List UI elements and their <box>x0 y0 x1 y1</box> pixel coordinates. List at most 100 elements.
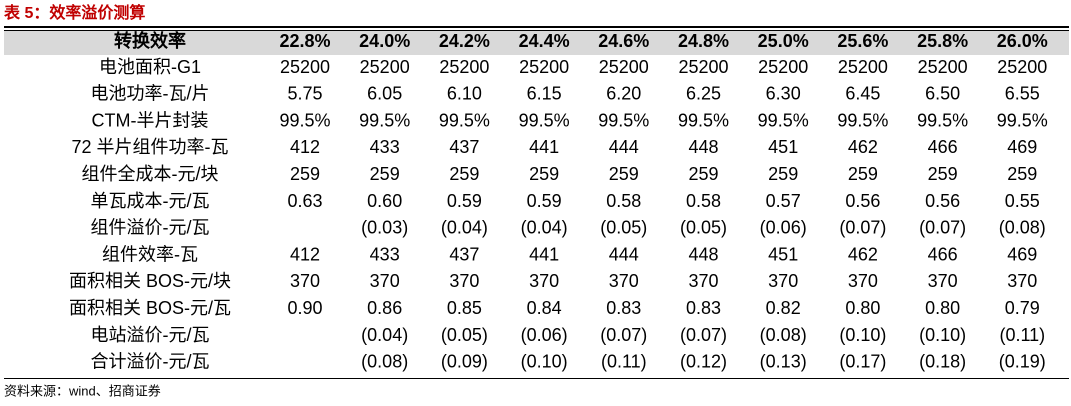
header-cell: 25.6% <box>837 31 888 51</box>
table-cell: 6.50 <box>925 84 960 104</box>
table-cell: 259 <box>449 164 479 184</box>
table-cell: 462 <box>848 244 878 264</box>
table-cell: (0.19) <box>999 352 1046 372</box>
table-cell: 6.10 <box>447 84 482 104</box>
row-label: 电站溢价-元/瓦 <box>91 325 210 345</box>
table-cell: 259 <box>688 164 718 184</box>
table-cell: (0.09) <box>441 352 488 372</box>
table-cell: 444 <box>609 137 639 157</box>
table-title: 表 5：效率溢价测算 <box>3 3 145 22</box>
table-cell: 6.20 <box>606 84 641 104</box>
table-cell: 25200 <box>838 57 888 77</box>
table-cell: 0.79 <box>1005 298 1040 318</box>
table-cell: (0.04) <box>361 325 408 345</box>
table-cell: 259 <box>848 164 878 184</box>
header-cell: 转换效率 <box>114 30 186 51</box>
table-cell: (0.07) <box>839 218 886 238</box>
table-cell: 370 <box>370 271 400 291</box>
table-cell: (0.07) <box>600 325 647 345</box>
table-cell: 0.83 <box>606 298 641 318</box>
table-cell: 370 <box>290 271 320 291</box>
table-cell: 99.5% <box>758 110 809 130</box>
table-cell: 99.5% <box>917 110 968 130</box>
table-cell: (0.08) <box>760 325 807 345</box>
table-cell: 370 <box>449 271 479 291</box>
table-cell: (0.04) <box>441 218 488 238</box>
row-label: 72 半片组件功率-瓦 <box>71 137 228 157</box>
table-cell: 0.60 <box>367 191 402 211</box>
table-cell: 259 <box>609 164 639 184</box>
table-cell: (0.05) <box>680 218 727 238</box>
header-cell: 26.0% <box>997 31 1048 51</box>
table-cell: (0.18) <box>919 352 966 372</box>
table-cell: 99.5% <box>279 110 330 130</box>
table-cell: 0.58 <box>686 191 721 211</box>
table-cell: 25200 <box>678 57 728 77</box>
table-cell: 370 <box>609 271 639 291</box>
table-cell: 370 <box>1007 271 1037 291</box>
table-cell: 99.5% <box>519 110 570 130</box>
table-cell: 6.30 <box>766 84 801 104</box>
table-cell: 0.82 <box>766 298 801 318</box>
table-cell: (0.11) <box>601 352 647 372</box>
table-cell: 99.5% <box>997 110 1048 130</box>
table-cell: 0.56 <box>925 191 960 211</box>
table-cell: 444 <box>609 244 639 264</box>
table-cell: (0.08) <box>361 352 408 372</box>
table-cell: 0.90 <box>287 298 322 318</box>
row-label: 组件效率-瓦 <box>102 244 198 264</box>
table-cell: 370 <box>848 271 878 291</box>
table-cell: 433 <box>370 137 400 157</box>
table-cell: 0.80 <box>845 298 880 318</box>
table-cell: 25200 <box>439 57 489 77</box>
table-cell: 437 <box>449 244 479 264</box>
table-cell: (0.12) <box>680 352 727 372</box>
table-cell: 25200 <box>599 57 649 77</box>
row-label: 电池面积-G1 <box>99 57 201 77</box>
table-cell: 0.56 <box>845 191 880 211</box>
header-cell: 24.0% <box>359 31 410 51</box>
header-background <box>4 30 1069 55</box>
table-cell: 259 <box>370 164 400 184</box>
header-cell: 24.2% <box>439 31 490 51</box>
table-cell: (0.17) <box>839 352 886 372</box>
table-cell: 0.59 <box>447 191 482 211</box>
table-cell: 0.86 <box>367 298 402 318</box>
table-cell: 466 <box>928 244 958 264</box>
table-cell: (0.11) <box>999 325 1045 345</box>
table-cell: 448 <box>688 244 718 264</box>
table-cell: (0.04) <box>521 218 568 238</box>
table-cell: 462 <box>848 137 878 157</box>
table-cell: 0.57 <box>766 191 801 211</box>
table-cell: (0.05) <box>441 325 488 345</box>
table-cell: 259 <box>290 164 320 184</box>
table-cell: 99.5% <box>439 110 490 130</box>
table-cell: 6.05 <box>367 84 402 104</box>
table-cell: (0.10) <box>521 352 568 372</box>
table-cell: (0.10) <box>919 325 966 345</box>
table-cell: 6.45 <box>845 84 880 104</box>
table-cell: 259 <box>529 164 559 184</box>
table-cell: 6.25 <box>686 84 721 104</box>
table-cell: 412 <box>290 137 320 157</box>
table-cell: 259 <box>768 164 798 184</box>
table-cell: (0.03) <box>361 218 408 238</box>
table-cell: 25200 <box>280 57 330 77</box>
table-cell: 0.55 <box>1005 191 1040 211</box>
row-label: 合计溢价-元/瓦 <box>91 352 210 372</box>
row-label: 面积相关 BOS-元/瓦 <box>69 298 231 318</box>
table-cell: 99.5% <box>359 110 410 130</box>
source-note: 资料来源：wind、招商证券 <box>4 383 161 398</box>
table-cell: 259 <box>928 164 958 184</box>
table-cell: 451 <box>768 137 798 157</box>
table-cell: 5.75 <box>287 84 322 104</box>
table-cell: 469 <box>1007 244 1037 264</box>
table-cell: 6.15 <box>527 84 562 104</box>
table-cell: 370 <box>529 271 559 291</box>
table-cell: 25200 <box>519 57 569 77</box>
header-cell: 25.0% <box>758 31 809 51</box>
table-cell: 469 <box>1007 137 1037 157</box>
table-cell: (0.07) <box>680 325 727 345</box>
table-cell: 0.83 <box>686 298 721 318</box>
